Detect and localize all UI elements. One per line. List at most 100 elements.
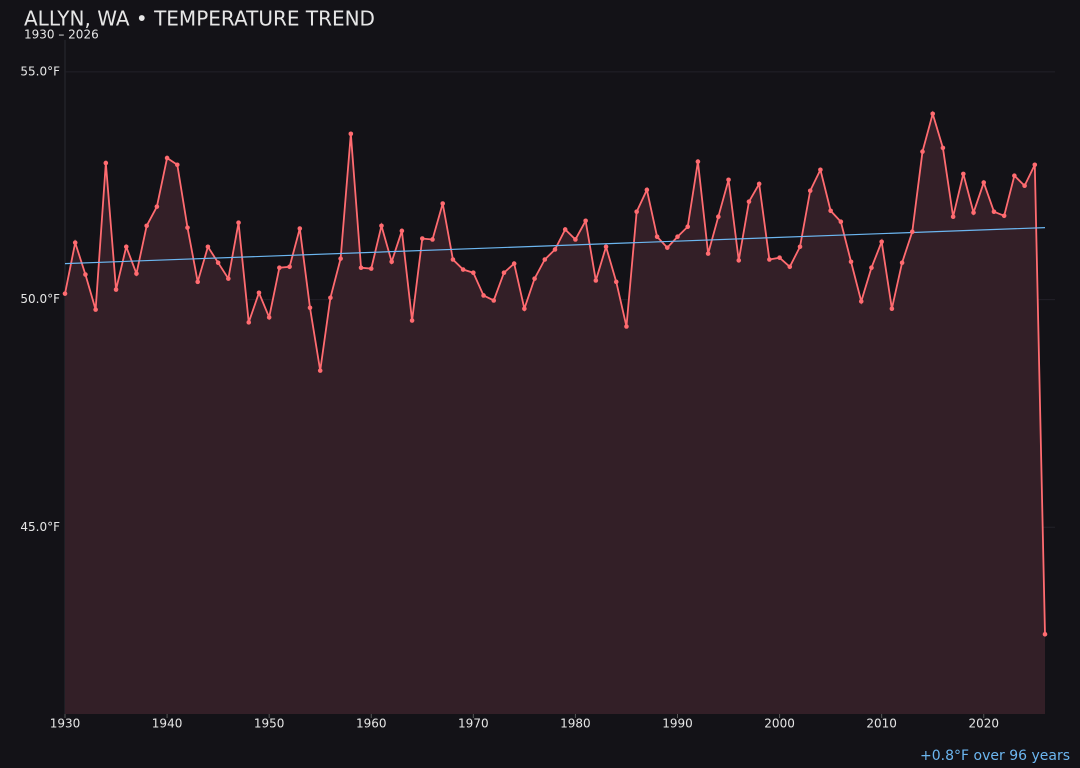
point	[83, 272, 88, 277]
point	[797, 244, 803, 250]
point	[1022, 183, 1027, 189]
point	[644, 187, 650, 193]
point	[736, 258, 742, 263]
point	[123, 244, 129, 250]
x-tick-label: 1960	[356, 717, 387, 731]
point	[573, 237, 578, 242]
point	[501, 270, 507, 276]
point	[634, 209, 639, 214]
point	[930, 111, 936, 117]
point	[358, 265, 364, 271]
point	[246, 320, 252, 325]
point	[511, 261, 517, 266]
point	[889, 306, 895, 311]
point	[389, 259, 394, 265]
point	[909, 229, 915, 235]
point	[879, 239, 884, 245]
point	[113, 287, 119, 292]
point	[72, 240, 78, 245]
x-tick-label: 2000	[764, 717, 795, 731]
point	[971, 210, 976, 215]
point	[450, 257, 456, 262]
point	[62, 291, 68, 296]
point	[807, 188, 813, 194]
point	[654, 234, 660, 240]
chart-subtitle: 1930 – 2026	[24, 28, 99, 42]
point	[981, 180, 987, 185]
point	[624, 324, 629, 329]
point	[716, 214, 721, 219]
point	[746, 199, 752, 204]
point	[174, 162, 180, 168]
point	[226, 276, 231, 281]
trend-line	[64, 227, 1046, 265]
point	[756, 181, 762, 187]
point	[695, 159, 701, 164]
point	[205, 244, 211, 250]
point	[491, 298, 497, 303]
point	[103, 160, 109, 166]
point	[726, 177, 731, 183]
point	[562, 227, 568, 232]
point	[419, 236, 425, 241]
point	[307, 305, 313, 311]
point	[532, 276, 537, 281]
point	[297, 226, 303, 231]
annotation: +0.8°F over 96 years	[920, 748, 1070, 764]
point	[991, 209, 997, 214]
point	[338, 256, 343, 261]
point	[940, 145, 946, 151]
point	[675, 234, 680, 240]
point	[593, 278, 599, 283]
point	[664, 245, 670, 250]
point	[1032, 162, 1038, 168]
point	[328, 295, 333, 301]
point	[685, 224, 691, 230]
x-tick-label: 1930	[50, 717, 81, 731]
point	[430, 237, 435, 242]
point	[920, 149, 925, 154]
point	[777, 255, 782, 260]
x-tick-label: 1980	[560, 717, 591, 731]
point	[583, 218, 588, 224]
point	[460, 267, 466, 272]
point	[899, 260, 905, 265]
point	[93, 307, 98, 312]
chart-title: ALLYN, WA • TEMPERATURE TREND	[24, 7, 375, 31]
point	[185, 225, 190, 230]
point	[787, 264, 793, 270]
point	[348, 131, 354, 137]
point	[522, 306, 527, 311]
point	[471, 270, 476, 276]
point	[266, 315, 272, 320]
point	[154, 204, 160, 209]
point	[613, 279, 619, 285]
y-tick-label: 50.0°F	[20, 292, 60, 306]
x-tick-label: 1990	[662, 717, 693, 731]
point	[603, 244, 609, 250]
point	[481, 293, 486, 298]
area	[65, 113, 1045, 714]
point	[379, 223, 384, 229]
y-tick-label: 55.0°F	[20, 64, 60, 78]
y-tick-label: 45.0°F	[20, 520, 60, 534]
point	[440, 201, 446, 206]
point	[705, 251, 711, 256]
point	[287, 264, 292, 270]
x-tick-label: 2020	[968, 717, 999, 731]
point	[1012, 173, 1017, 179]
point	[828, 208, 833, 214]
point	[236, 220, 241, 225]
point	[818, 167, 823, 173]
point	[869, 265, 874, 271]
point	[542, 257, 548, 262]
point	[368, 266, 374, 271]
point	[164, 155, 170, 161]
point	[848, 259, 854, 265]
point	[552, 247, 558, 252]
point	[317, 368, 323, 373]
x-tick-label: 1950	[254, 717, 285, 731]
point	[409, 318, 415, 323]
x-tick-label: 1970	[458, 717, 489, 731]
